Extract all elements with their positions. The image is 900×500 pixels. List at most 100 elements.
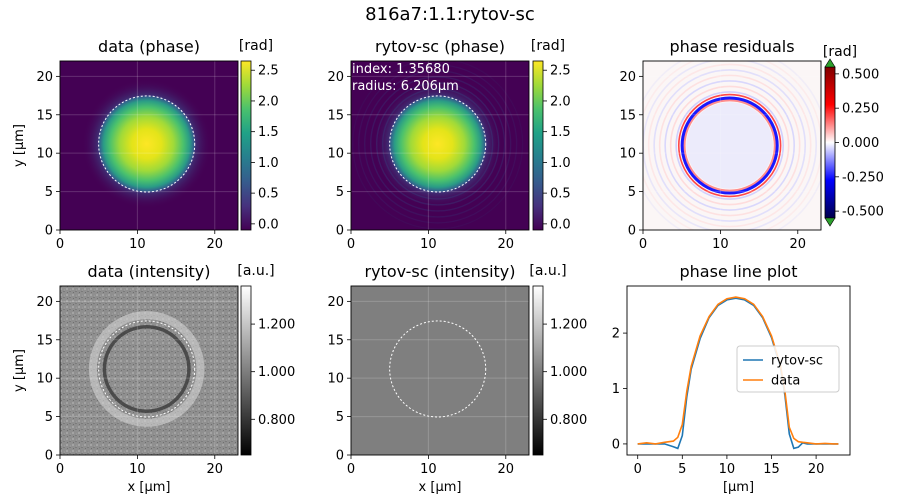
plot-area [60, 61, 238, 230]
x-tick-label: 20 [207, 462, 224, 477]
residual-ring-positive [682, 98, 777, 193]
x-tick-label: 10 [712, 237, 729, 252]
colorbar-tick-label: 0.000 [842, 136, 879, 151]
x-tick-label: 10 [420, 237, 437, 252]
fit-annotation: radius: 6.206µm [352, 79, 459, 94]
colorbar-label: [a.u.] [237, 263, 274, 279]
axes-frame [626, 285, 851, 456]
y-tick-label: 15 [36, 333, 53, 348]
plot-area [643, 61, 821, 230]
colorbar-tick-label: 2.0 [258, 94, 279, 109]
panel-title: rytov-sc (phase) [375, 37, 505, 56]
y-tick-label: 0 [45, 449, 53, 464]
figure-title: 816a7:1.1:rytov-sc [365, 4, 535, 25]
y-axis-label: y [µm] [12, 349, 27, 392]
fit-contour [98, 320, 196, 418]
panel-residuals: 0.500 0.250 0.000 -0.250 -0.500 [rad] 0 10 20 0 5 1… [619, 37, 883, 252]
panel-title: rytov-sc (intensity) [365, 262, 516, 281]
colorbar-label: [rad] [531, 38, 565, 54]
residual-interior [686, 102, 773, 189]
colorbar-tick-label: 0.800 [550, 413, 587, 428]
y-tick-label: 10 [619, 147, 636, 162]
residual-ring [653, 69, 807, 222]
y-tick-label: 0 [336, 224, 344, 239]
x-tick-label: 10 [129, 462, 146, 477]
panel-title: phase line plot [680, 262, 798, 281]
residual-ring [669, 85, 790, 206]
y-tick-label: 15 [619, 108, 636, 123]
colorbar-extend-bottom-icon [824, 217, 836, 227]
x-tick-label: 20 [498, 237, 515, 252]
phase-disk [97, 94, 196, 193]
y-tick-label: 10 [327, 372, 344, 387]
y-tick-label: 0 [45, 224, 53, 239]
colorbar-label: [rad] [239, 38, 273, 54]
legend-entry: rytov-sc [771, 354, 823, 369]
y-tick-label: 10 [36, 372, 53, 387]
panel-title: data (phase) [98, 37, 200, 56]
colorbar-tick-label: 1.5 [258, 125, 279, 140]
colorbar-tick-label: -0.250 [842, 170, 884, 185]
plot-area [351, 286, 529, 455]
panel-line-plot: rytov-sc data 0 5 10 15 20 0 1 2 phase line plot [µ… [612, 262, 851, 495]
residual-ring [647, 63, 812, 228]
colorbar-tick-label: 1.0 [258, 156, 279, 171]
x-tick-label: 15 [763, 462, 780, 477]
axes-frame [350, 60, 530, 231]
y-axis-label: y [µm] [12, 124, 27, 167]
x-tick-label: 20 [790, 237, 807, 252]
panel-title: phase residuals [669, 37, 794, 56]
y-tick-label: 20 [36, 70, 53, 85]
fit-annotation: index: 1.35680 [352, 62, 450, 77]
axes-frame [350, 285, 530, 456]
fit-contour [389, 320, 487, 418]
colorbar-tick-label: 2.0 [550, 94, 571, 109]
colorbar-label: [a.u.] [529, 263, 566, 279]
residual-ring [664, 80, 796, 211]
colorbar-tick-label: 0.5 [258, 187, 279, 202]
x-tick-label: 0 [56, 237, 64, 252]
cell-interior [102, 324, 191, 414]
y-tick-label: 10 [36, 147, 53, 162]
colorbar-extend-top-icon [824, 58, 836, 68]
x-tick-label: 0 [634, 462, 642, 477]
ring-artifact [375, 82, 500, 206]
y-tick-label: 10 [327, 147, 344, 162]
colorbar-label: [rad] [823, 44, 857, 60]
axes-frame [59, 60, 239, 231]
colorbar-tick-label: 0.250 [842, 102, 879, 117]
y-tick-label: 5 [336, 410, 344, 425]
y-tick-label: 0 [612, 437, 620, 452]
dark-ring [102, 324, 191, 413]
x-tick-label: 0 [639, 237, 647, 252]
y-tick-label: 5 [45, 185, 53, 200]
y-tick-label: 15 [327, 108, 344, 123]
legend-entry: data [771, 374, 800, 389]
y-tick-label: 5 [45, 410, 53, 425]
y-tick-label: 2 [612, 327, 620, 342]
y-tick-label: 5 [628, 185, 636, 200]
colorbar-tick-label: 1.5 [550, 125, 571, 140]
intensity-background [351, 286, 529, 455]
fit-contour [98, 95, 196, 193]
phase-disk [388, 94, 487, 193]
y-tick-label: 20 [619, 70, 636, 85]
colorbar [532, 60, 544, 231]
colorbar [240, 60, 252, 231]
colorbar [240, 285, 252, 456]
colorbar-tick-label: 0.5 [550, 187, 571, 202]
plot-area [351, 61, 529, 230]
y-tick-label: 20 [327, 70, 344, 85]
ring-artifact [381, 88, 494, 200]
panel-fit-intensity: 0.800 1.000 1.200 [a.u.] 0 10 20 0 5 10 15 20 rytov-… [327, 262, 587, 495]
colorbar-tick-label: 1.200 [258, 318, 295, 333]
x-axis-label: [µm] [723, 480, 754, 495]
axes-frame [59, 285, 239, 456]
legend: rytov-sc data [736, 345, 840, 393]
y-tick-label: 15 [327, 333, 344, 348]
colorbar-tick-label: 1.200 [550, 318, 587, 333]
panel-data-phase: 0.0 0.5 1.0 1.5 2.0 2.5 [rad] 0 10 20 0 5 10 15 20 data… [12, 37, 279, 252]
colorbar [824, 66, 836, 219]
